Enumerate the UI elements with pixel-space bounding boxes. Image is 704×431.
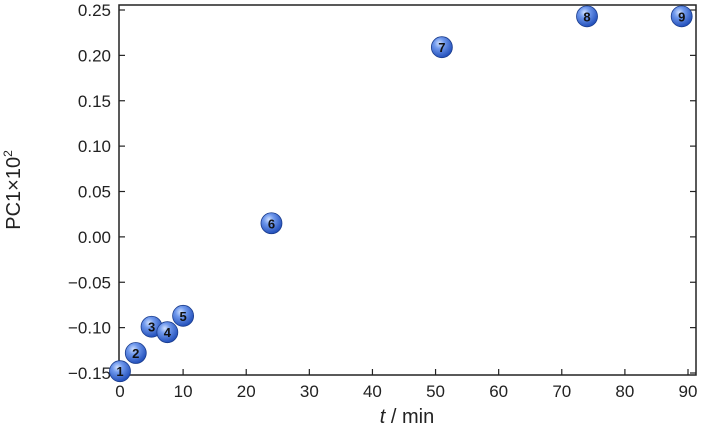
x-tick-label: 20	[237, 382, 256, 401]
data-point: 4	[156, 321, 179, 344]
point-marker	[670, 5, 693, 28]
x-tick-label: 90	[679, 382, 698, 401]
y-tick-label: 0.05	[78, 183, 111, 202]
x-axis-label: t / min	[380, 406, 434, 428]
data-point: 1	[109, 360, 131, 383]
data-point: 9	[670, 5, 693, 28]
data-point: 6	[260, 212, 283, 235]
y-tick-label: 0.25	[78, 1, 111, 20]
x-tick-label: 0	[115, 382, 124, 401]
x-tick-label: 50	[426, 382, 445, 401]
y-axis: −0.15 −0.10 −0.05 0.00 0.05 0.10 0.15 0.20 0.25	[68, 1, 696, 383]
plot-frame	[118, 4, 697, 376]
point-label: 7	[438, 40, 445, 55]
x-tick-label: 80	[615, 382, 634, 401]
data-point: 7	[430, 36, 453, 59]
x-tick-label: 10	[174, 382, 193, 401]
y-tick-label: −0.10	[68, 319, 111, 338]
point-label: 8	[583, 9, 590, 24]
data-point: 8	[576, 5, 598, 28]
x-axis: 0 10 20 30 40 50 60 70 80 90	[115, 369, 697, 401]
point-marker	[576, 5, 598, 28]
y-tick-label: −0.15	[68, 364, 111, 383]
x-tick-label: 70	[552, 382, 571, 401]
point-label: 2	[132, 346, 139, 361]
y-tick-label: 0.10	[78, 137, 111, 156]
x-tick-label: 40	[363, 382, 382, 401]
y-tick-label: 0.15	[78, 92, 111, 111]
point-label: 3	[148, 320, 155, 335]
point-marker	[430, 36, 453, 59]
point-label: 4	[164, 325, 172, 340]
x-tick-label: 30	[300, 382, 319, 401]
point-label: 6	[268, 216, 275, 231]
data-point: 5	[172, 304, 195, 327]
point-label: 5	[179, 309, 186, 324]
point-label: 1	[116, 364, 123, 379]
x-tick-label: 60	[489, 382, 508, 401]
data-point: 2	[124, 342, 147, 364]
point-marker	[172, 304, 195, 327]
point-marker	[156, 321, 179, 344]
point-marker	[260, 212, 283, 235]
point-label: 9	[678, 9, 685, 24]
y-axis-label: PC1×102	[1, 150, 25, 230]
y-tick-label: 0.20	[78, 46, 111, 65]
data-points: 123 45 6 7 8 9	[109, 5, 693, 383]
point-marker	[109, 360, 131, 383]
y-tick-label: 0.00	[78, 228, 111, 247]
point-marker	[124, 342, 147, 364]
y-tick-label: −0.05	[68, 273, 111, 292]
